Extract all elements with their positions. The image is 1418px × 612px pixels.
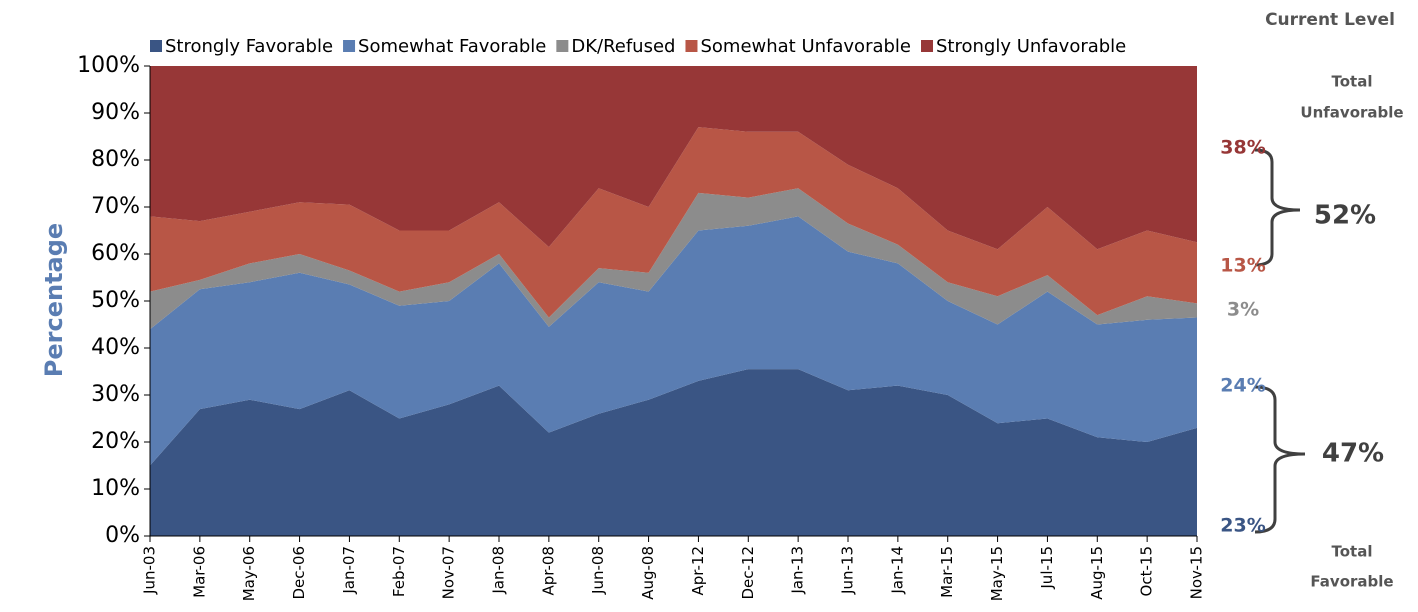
annotation: Total [1332, 543, 1373, 561]
annotation: 38% [1220, 137, 1265, 159]
y-tick-label: 30% [91, 382, 140, 407]
legend-swatch [150, 40, 162, 52]
x-tick-label: Jun-03 [141, 546, 159, 595]
x-tick-label: Mar-06 [190, 546, 208, 598]
area [150, 216, 1197, 466]
legend-swatch [343, 40, 356, 52]
y-tick-label: 20% [91, 429, 140, 454]
x-tick-label: Dec-06 [290, 546, 308, 600]
x-tick-label: Jan-13 [789, 546, 807, 595]
area [150, 369, 1197, 536]
x-tick-label: Apr-12 [689, 546, 707, 596]
legend-label: Somewhat Favorable [358, 36, 546, 57]
y-tick-label: 60% [91, 241, 140, 266]
legend-label: DK/Refused [571, 36, 675, 57]
y-tick-label: 100% [77, 53, 140, 78]
x-tick-label: Nov-15 [1188, 546, 1206, 599]
x-tick-label: May-15 [988, 546, 1006, 601]
x-tick-label: Jul-15 [1038, 546, 1056, 590]
x-tick-label: Mar-15 [938, 546, 956, 598]
legend-label: Strongly Favorable [165, 36, 333, 57]
area [150, 66, 1197, 250]
annotation: Current Level [1265, 10, 1395, 30]
annotation: Total [1332, 73, 1373, 91]
y-tick-label: 70% [91, 194, 140, 219]
y-tick-label: 90% [91, 100, 140, 125]
x-tick-label: Aug-08 [639, 546, 657, 600]
y-tick-label: 10% [91, 476, 140, 501]
annotation: 23% [1220, 515, 1265, 537]
y-tick-label: 40% [91, 335, 140, 360]
x-tick-label: Jan-08 [490, 546, 508, 595]
x-tick-label: May-06 [240, 546, 258, 601]
x-tick-label: Oct-15 [1138, 546, 1156, 596]
y-axis-label: Percentage [40, 223, 68, 377]
annotation: 13% [1220, 255, 1265, 277]
legend-swatch [921, 40, 934, 52]
annotation: 3% [1227, 299, 1259, 321]
legend-label: Somewhat Unfavorable [700, 36, 911, 57]
bracket [1254, 385, 1306, 534]
x-tick-label: Jan-07 [340, 546, 358, 595]
x-tick-label: Nov-07 [440, 546, 458, 599]
x-tick-label: Feb-07 [390, 546, 408, 597]
legend-swatch [685, 40, 698, 52]
x-tick-label: Jun-08 [589, 546, 607, 595]
annotation: 47% [1322, 439, 1384, 469]
bracket [1254, 148, 1301, 267]
x-tick-label: Dec-12 [739, 546, 757, 600]
y-tick-label: 50% [91, 288, 140, 313]
legend-label: Strongly Unfavorable [936, 36, 1126, 57]
x-tick-label: Apr-08 [539, 546, 557, 596]
x-tick-label: Aug-15 [1088, 546, 1106, 600]
y-tick-label: 0% [105, 523, 140, 548]
legend-swatch [556, 40, 569, 52]
x-tick-label: Jan-14 [888, 546, 906, 595]
annotation: 24% [1220, 375, 1265, 397]
area [150, 188, 1197, 330]
x-tick-label: Jun-13 [839, 546, 857, 595]
annotation: Favorable [1310, 573, 1393, 591]
annotation: 52% [1314, 201, 1376, 231]
area [150, 127, 1197, 318]
y-tick-label: 80% [91, 147, 140, 172]
annotation: Unfavorable [1300, 104, 1403, 122]
